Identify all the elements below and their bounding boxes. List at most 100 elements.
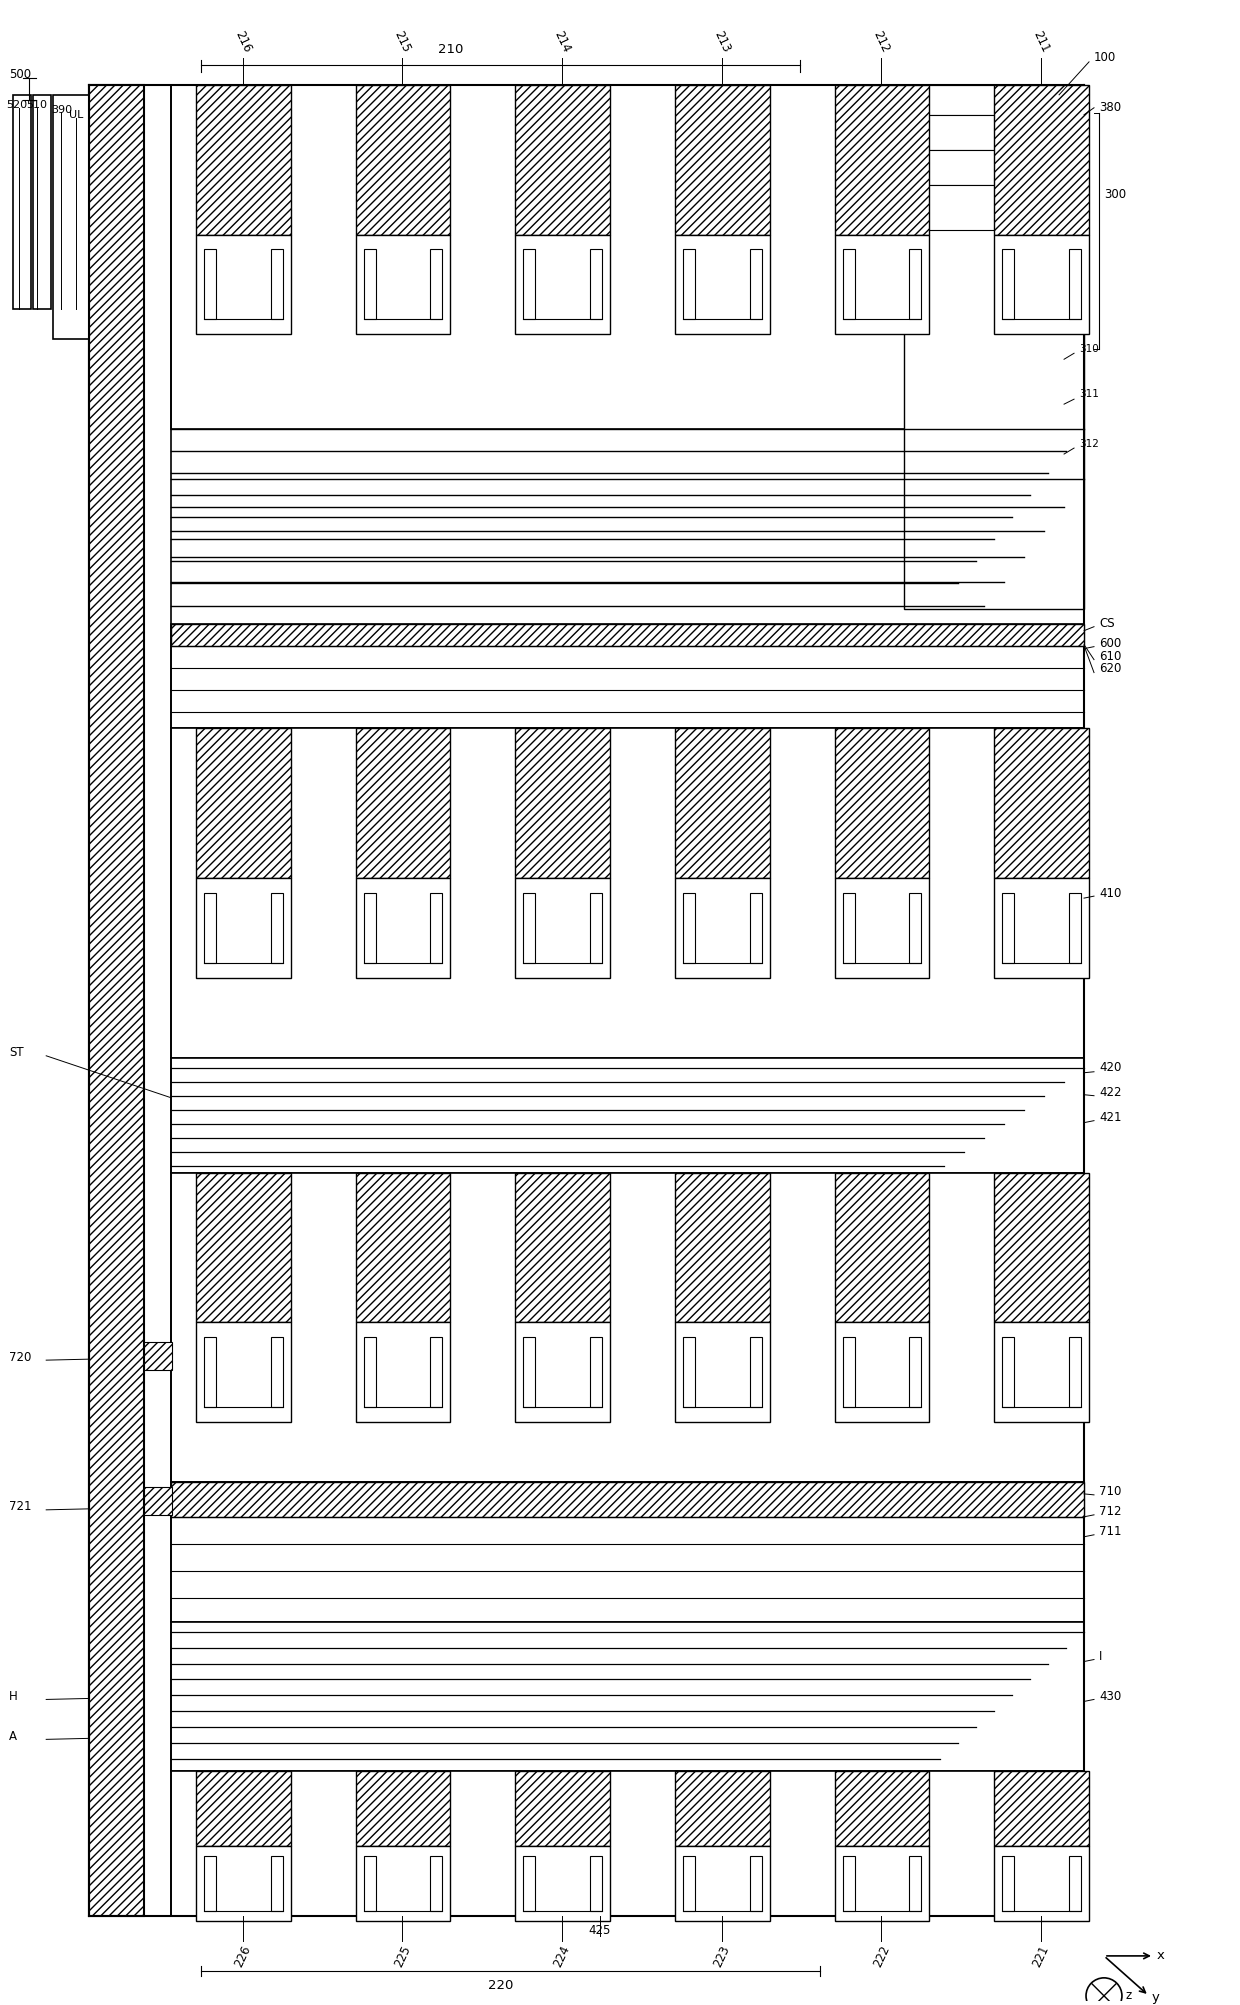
Bar (994, 84, 1089, 235)
Text: UL: UL (69, 110, 83, 120)
Bar (835, 728, 929, 878)
Text: 390: 390 (51, 104, 72, 114)
Text: H: H (9, 1690, 19, 1702)
Bar (356, 84, 450, 235)
Bar (835, 1770, 929, 1847)
Text: 711: 711 (1099, 1526, 1121, 1538)
Text: A: A (9, 1730, 17, 1742)
Bar (904, 114, 1084, 150)
Text: 210: 210 (438, 44, 463, 56)
Bar (590, 1337, 603, 1408)
Text: 410: 410 (1099, 886, 1121, 900)
Bar (1069, 249, 1081, 319)
Bar (1069, 892, 1081, 962)
Bar (909, 1337, 921, 1408)
Text: 600: 600 (1099, 638, 1121, 650)
Text: z: z (1126, 1989, 1132, 2003)
Text: 721: 721 (9, 1500, 32, 1514)
Bar (196, 728, 290, 878)
Text: 216: 216 (232, 28, 253, 54)
Bar (270, 892, 283, 962)
Bar (675, 84, 770, 235)
Bar (144, 1488, 172, 1516)
Bar (515, 878, 610, 978)
Bar (171, 84, 1084, 429)
Text: 100: 100 (1094, 52, 1116, 64)
Text: 226: 226 (232, 1943, 253, 1969)
Bar (171, 1059, 1084, 1173)
Text: 220: 220 (487, 1979, 513, 1993)
Bar (171, 1770, 1084, 1917)
Bar (675, 728, 770, 878)
Bar (683, 249, 694, 319)
Bar (171, 624, 1084, 728)
Bar (270, 1337, 283, 1408)
Bar (171, 1622, 1084, 1770)
Bar (270, 249, 283, 319)
Text: 425: 425 (589, 1925, 611, 1937)
Text: 510: 510 (26, 100, 47, 110)
Text: 500: 500 (9, 68, 31, 82)
Bar (750, 249, 761, 319)
Bar (904, 84, 1084, 610)
Bar (171, 728, 1084, 1059)
Text: 215: 215 (392, 28, 413, 54)
Text: 310: 310 (1079, 345, 1099, 355)
Text: 312: 312 (1079, 439, 1099, 449)
Bar (842, 1337, 854, 1408)
Bar (835, 878, 929, 978)
Text: 213: 213 (712, 28, 733, 54)
Bar (750, 1857, 761, 1911)
Bar (675, 878, 770, 978)
Text: 221: 221 (1030, 1943, 1052, 1969)
Bar (203, 1857, 216, 1911)
Text: 610: 610 (1099, 650, 1121, 664)
Bar (683, 892, 694, 962)
Bar (515, 1173, 610, 1321)
Bar (515, 84, 610, 235)
Bar (356, 1173, 450, 1321)
Text: ST: ST (9, 1047, 24, 1059)
Bar (171, 1482, 1084, 1518)
Bar (196, 1847, 290, 1921)
Bar (515, 728, 610, 878)
Bar (430, 892, 443, 962)
Bar (356, 878, 450, 978)
Bar (904, 184, 1084, 229)
Bar (203, 892, 216, 962)
Bar (994, 878, 1089, 978)
Text: 420: 420 (1099, 1061, 1121, 1075)
Bar (356, 1321, 450, 1422)
Bar (430, 249, 443, 319)
Bar (89, 84, 144, 1917)
Text: 620: 620 (1099, 662, 1121, 676)
Bar (590, 892, 603, 962)
Bar (196, 1321, 290, 1422)
Bar (1002, 1337, 1014, 1408)
Bar (430, 1337, 443, 1408)
Bar (270, 1857, 283, 1911)
Text: 300: 300 (1104, 188, 1126, 200)
Bar (196, 84, 290, 235)
Bar (675, 1321, 770, 1422)
Bar (842, 1857, 854, 1911)
Bar (196, 1173, 290, 1321)
Bar (675, 1173, 770, 1321)
Bar (171, 1173, 1084, 1482)
Bar (363, 892, 376, 962)
Bar (835, 1321, 929, 1422)
Bar (53, 94, 89, 339)
Text: x: x (1157, 1949, 1164, 1963)
Bar (994, 728, 1089, 878)
Bar (33, 94, 51, 309)
Bar (356, 1770, 450, 1847)
Bar (675, 1847, 770, 1921)
Text: 225: 225 (392, 1943, 413, 1969)
Bar (196, 878, 290, 978)
Bar (683, 1857, 694, 1911)
Bar (994, 235, 1089, 335)
Bar (750, 892, 761, 962)
Bar (196, 1770, 290, 1847)
Bar (515, 1770, 610, 1847)
Bar (909, 892, 921, 962)
